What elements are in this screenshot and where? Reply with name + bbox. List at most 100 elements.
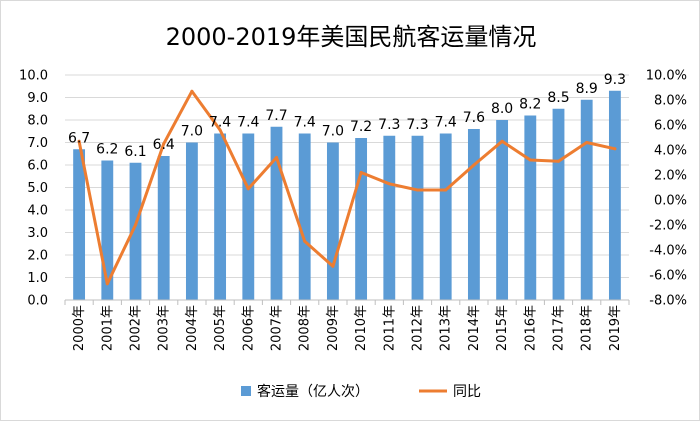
y-right-tick-label: 6.0% [654, 119, 687, 134]
y-left-tick-label: 7.0 [27, 136, 48, 151]
bar-data-label: 7.6 [463, 110, 485, 126]
x-tick-label: 2016年 [523, 305, 538, 351]
bar-data-label: 7.0 [181, 124, 203, 140]
bar-data-label: 6.2 [96, 142, 118, 158]
line-point [472, 163, 476, 167]
bar [326, 142, 339, 300]
line-point [77, 139, 81, 143]
x-tick-label: 2000年 [72, 305, 87, 351]
x-tick-label: 2015年 [495, 305, 510, 351]
line-point [557, 159, 560, 163]
gridlines [65, 74, 629, 278]
x-tick-label: 2013年 [439, 305, 454, 351]
line-point [387, 182, 391, 186]
bar [185, 142, 198, 300]
line-point [105, 282, 109, 286]
bar-data-label: 9.3 [604, 72, 626, 88]
data-labels: 6.7 6.2 6.1 6.4 7.0 7.4 7.4 7.7 7.4 7.0 7.2 7.3 7.3 7… [68, 72, 626, 160]
bar-data-label: 7.3 [406, 117, 428, 133]
x-axis [64, 299, 630, 305]
bar [355, 138, 368, 300]
y-left-tick-label: 1.0 [27, 271, 48, 286]
x-tick-label: 2005年 [213, 305, 228, 351]
line-series [77, 89, 617, 286]
x-tick-label: 2017年 [552, 305, 567, 351]
x-tick-label: 2019年 [608, 305, 623, 351]
y-left-tick-label: 10.0 [19, 69, 48, 84]
y-right-tick-label: 4.0% [654, 144, 687, 159]
line-point [190, 89, 194, 93]
y-right-tick-label: 0.0% [654, 194, 687, 209]
y-left-tick-label: 2.0 [27, 249, 48, 264]
legend-label-bar: 客运量（亿人次） [257, 383, 369, 400]
bar-series [73, 90, 621, 300]
line-point [528, 158, 532, 162]
bar-data-label: 7.4 [435, 115, 457, 131]
y-right-tick-label: 2.0% [654, 169, 687, 184]
x-tick-label: 2018年 [580, 305, 595, 351]
x-tick-label: 2002年 [129, 305, 144, 351]
line-point [613, 147, 617, 151]
legend-label-line: 同比 [453, 384, 481, 400]
bar [608, 90, 621, 300]
bar [157, 156, 170, 300]
legend-swatch-bar [241, 386, 251, 396]
bar [580, 99, 593, 300]
y-left-tick-label: 8.0 [27, 114, 48, 129]
bar [439, 133, 452, 300]
bar [73, 149, 86, 300]
y-left-tick-label: 4.0 [27, 204, 48, 219]
bar-data-label: 8.2 [519, 97, 541, 113]
x-tick-label: 2006年 [241, 305, 256, 351]
bar-data-label: 8.9 [576, 81, 598, 97]
bar-data-label: 6.7 [68, 130, 90, 146]
x-tick-label: 2001年 [100, 305, 115, 351]
bar-data-label: 8.0 [491, 101, 513, 117]
y-left-tick-label: 9.0 [27, 91, 48, 106]
bar-data-label: 7.4 [294, 115, 316, 131]
y-right-tick-label: 10.0% [646, 69, 687, 84]
bar [129, 162, 142, 300]
bar-data-label: 7.7 [265, 108, 287, 124]
bar-data-label: 7.4 [237, 115, 259, 131]
x-tick-label: 2014年 [467, 305, 482, 351]
y-right-tick-label: -2.0% [649, 219, 687, 234]
bar [496, 120, 509, 300]
x-tick-label: 2011年 [382, 305, 397, 351]
bar [524, 115, 537, 300]
y-right-tick-label: -8.0% [649, 294, 687, 309]
y-right-tick-label: -4.0% [649, 244, 687, 259]
bar [101, 160, 114, 300]
bar-data-label: 6.4 [153, 137, 175, 153]
y-left-tick-label: 6.0 [27, 159, 48, 174]
bar-data-label: 7.3 [378, 117, 400, 133]
line-point [246, 187, 250, 191]
line-point [585, 141, 589, 144]
line-point [218, 128, 222, 132]
y-right-tick-label: 8.0% [654, 94, 687, 109]
chart-title: 2000-2019年美国民航客运量情况 [165, 23, 537, 51]
line-point [359, 171, 363, 174]
line-point [303, 239, 307, 243]
bar [383, 135, 396, 300]
bar-data-label: 7.2 [350, 119, 372, 135]
y-left-tick-label: 3.0 [27, 226, 48, 241]
bar [270, 126, 283, 300]
bar [411, 135, 424, 300]
x-tick-label: 2003年 [157, 305, 172, 351]
line-point [275, 156, 278, 159]
line-path [77, 89, 617, 286]
bar-data-label: 7.0 [322, 124, 344, 140]
y-left-tick-label: 0.0 [27, 294, 48, 309]
bar [298, 133, 311, 300]
x-tick-label: 2004年 [185, 305, 200, 351]
line-point [444, 188, 448, 192]
line-point [331, 264, 335, 268]
y-left-tick-label: 5.0 [27, 181, 48, 196]
x-tick-label: 2007年 [270, 305, 285, 351]
line-point [162, 142, 166, 146]
bar-data-label: 8.5 [547, 90, 569, 106]
x-tick-label: 2009年 [326, 305, 341, 351]
